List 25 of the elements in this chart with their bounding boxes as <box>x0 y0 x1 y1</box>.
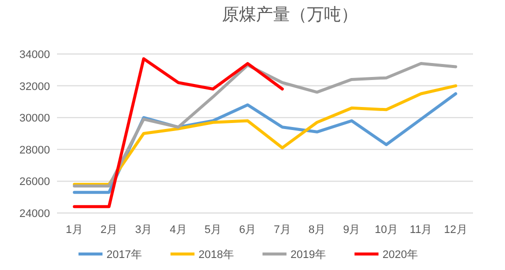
y-tick-label: 28000 <box>19 144 50 156</box>
x-tick-label: 2月 <box>100 224 118 236</box>
x-tick-label: 7月 <box>274 224 291 236</box>
y-tick-label: 26000 <box>19 176 50 188</box>
y-tick-label: 32000 <box>19 80 50 93</box>
x-tick-label: 4月 <box>170 224 187 236</box>
x-tick-label: 5月 <box>204 224 222 236</box>
y-tick-label: 34000 <box>19 49 50 61</box>
x-tick-label: 8月 <box>308 224 326 236</box>
x-tick-label: 10月 <box>374 224 398 236</box>
legend-label: 2017年 <box>106 249 142 261</box>
x-tick-label: 11月 <box>410 224 432 236</box>
line-series <box>72 62 458 188</box>
x-tick-label: 6月 <box>239 224 256 236</box>
y-tick-label: 24000 <box>19 208 50 220</box>
x-tick-label: 12月 <box>444 224 468 236</box>
legend-label: 2020年 <box>382 249 418 261</box>
x-tick-label: 3月 <box>135 224 152 236</box>
y-tick-label: 30000 <box>19 112 50 125</box>
legend-label: 2019年 <box>290 249 326 261</box>
x-tick-label: 1月 <box>66 224 83 236</box>
chart-title: 原煤产量（万吨） <box>222 5 358 25</box>
legend-label: 2018年 <box>198 249 234 261</box>
x-tick-label: 9月 <box>343 224 360 236</box>
line-series <box>72 57 284 208</box>
